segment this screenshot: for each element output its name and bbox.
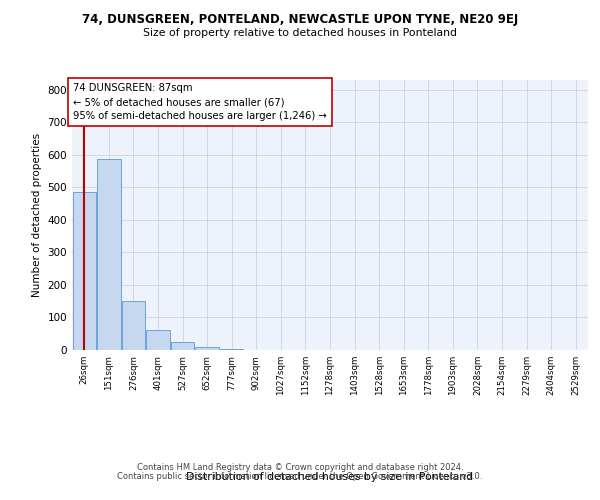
X-axis label: Distribution of detached houses by size in Ponteland: Distribution of detached houses by size …	[187, 472, 473, 482]
Bar	[196, 348, 219, 350]
Y-axis label: Number of detached properties: Number of detached properties	[32, 133, 42, 297]
Bar	[97, 159, 121, 350]
Bar	[73, 192, 96, 350]
Text: Size of property relative to detached houses in Ponteland: Size of property relative to detached ho…	[143, 28, 457, 38]
Text: 74 DUNSGREEN: 87sqm
← 5% of detached houses are smaller (67)
95% of semi-detache: 74 DUNSGREEN: 87sqm ← 5% of detached hou…	[73, 84, 327, 122]
Text: 74, DUNSGREEN, PONTELAND, NEWCASTLE UPON TYNE, NE20 9EJ: 74, DUNSGREEN, PONTELAND, NEWCASTLE UPON…	[82, 12, 518, 26]
Bar	[122, 301, 145, 350]
Text: Contains public sector information licensed under the Open Government Licence v3: Contains public sector information licen…	[118, 472, 482, 481]
Text: Contains HM Land Registry data © Crown copyright and database right 2024.: Contains HM Land Registry data © Crown c…	[137, 464, 463, 472]
Bar	[146, 330, 170, 350]
Bar	[171, 342, 194, 350]
